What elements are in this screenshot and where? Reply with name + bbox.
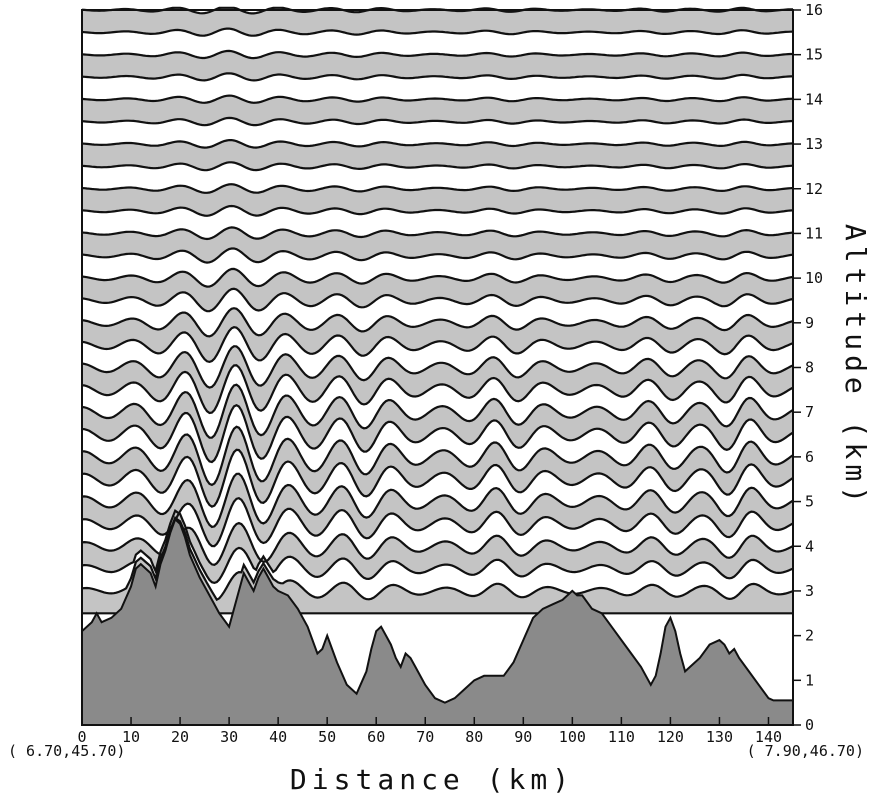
y-tick-label: 14 [805, 90, 823, 108]
x-tick-label: 50 [318, 728, 336, 746]
x-tick-label: 120 [657, 728, 684, 746]
x-axis-ticks: 0 10 20 30 40 50 60 70 80 90 100 110 120 130 140 [77, 717, 782, 746]
streamline [81, 497, 794, 548]
streamline [81, 94, 794, 104]
streamline [81, 403, 794, 464]
streamline [81, 425, 794, 487]
streamline [81, 326, 794, 364]
streamline [81, 472, 794, 529]
y-tick-label: 6 [805, 448, 814, 466]
streamline [81, 27, 794, 37]
x-tick-label: 140 [755, 728, 782, 746]
streamline [81, 448, 794, 508]
y-axis-title: Altitude (km) [839, 224, 872, 508]
terrain-area [81, 517, 794, 726]
streamline-band [82, 184, 793, 216]
streamline [81, 139, 794, 149]
streamline [81, 516, 794, 602]
y-tick-label: 5 [805, 493, 814, 511]
y-tick-label: 9 [805, 314, 814, 332]
y-tick-label: 11 [805, 224, 823, 242]
streamline-lines [81, 6, 794, 615]
y-tick-label: 15 [805, 46, 823, 64]
x-tick-label: 60 [367, 728, 385, 746]
streamline [81, 72, 794, 82]
x-tick-label: 10 [122, 728, 140, 746]
streamline-band [82, 7, 793, 36]
streamline-band [82, 473, 793, 547]
streamline-band [82, 268, 793, 312]
streamline [81, 267, 794, 288]
x-tick-label: 70 [416, 728, 434, 746]
y-tick-label: 0 [805, 716, 814, 734]
y-tick-label: 12 [805, 180, 823, 198]
streamline [81, 204, 794, 217]
streamline-band [82, 510, 793, 583]
end-coordinate-label: ( 7.90,46.70) [747, 742, 864, 760]
streamline [81, 247, 794, 264]
y-tick-label: 8 [805, 359, 814, 377]
streamline-band [82, 426, 793, 507]
streamline [81, 521, 794, 566]
x-tick-label: 30 [220, 728, 238, 746]
y-tick-label: 1 [805, 671, 814, 689]
streamline-band [82, 384, 793, 462]
x-tick-label: 80 [465, 728, 483, 746]
streamline [81, 287, 794, 313]
x-tick-label: 40 [269, 728, 287, 746]
streamline [81, 161, 794, 172]
streamline [81, 307, 794, 338]
y-tick-label: 10 [805, 269, 823, 287]
streamline [81, 183, 794, 194]
streamline [81, 226, 794, 241]
streamline [81, 345, 794, 389]
x-tick-label: 90 [514, 728, 532, 746]
y-tick-label: 16 [805, 1, 823, 19]
terrain-profile [81, 517, 794, 726]
y-tick-label: 7 [805, 403, 814, 421]
y-tick-label: 2 [805, 627, 814, 645]
streamline-band [82, 346, 793, 413]
streamline-band [82, 227, 793, 263]
x-axis-title: Distance (km) [290, 763, 574, 796]
x-tick-label: 110 [608, 728, 635, 746]
y-tick-label: 13 [805, 135, 823, 153]
x-tick-label: 20 [171, 728, 189, 746]
x-tick-label: 0 [77, 728, 86, 746]
streamline [81, 364, 794, 415]
start-coordinate-label: ( 6.70,45.70) [8, 742, 125, 760]
streamline [81, 508, 794, 585]
y-tick-label: 4 [805, 537, 814, 555]
y-tick-label: 3 [805, 582, 814, 600]
x-tick-label: 130 [706, 728, 733, 746]
streamline [81, 383, 794, 439]
streamline [81, 49, 793, 60]
streamline-band [82, 50, 793, 81]
x-tick-label: 100 [559, 728, 586, 746]
streamline [81, 116, 794, 127]
